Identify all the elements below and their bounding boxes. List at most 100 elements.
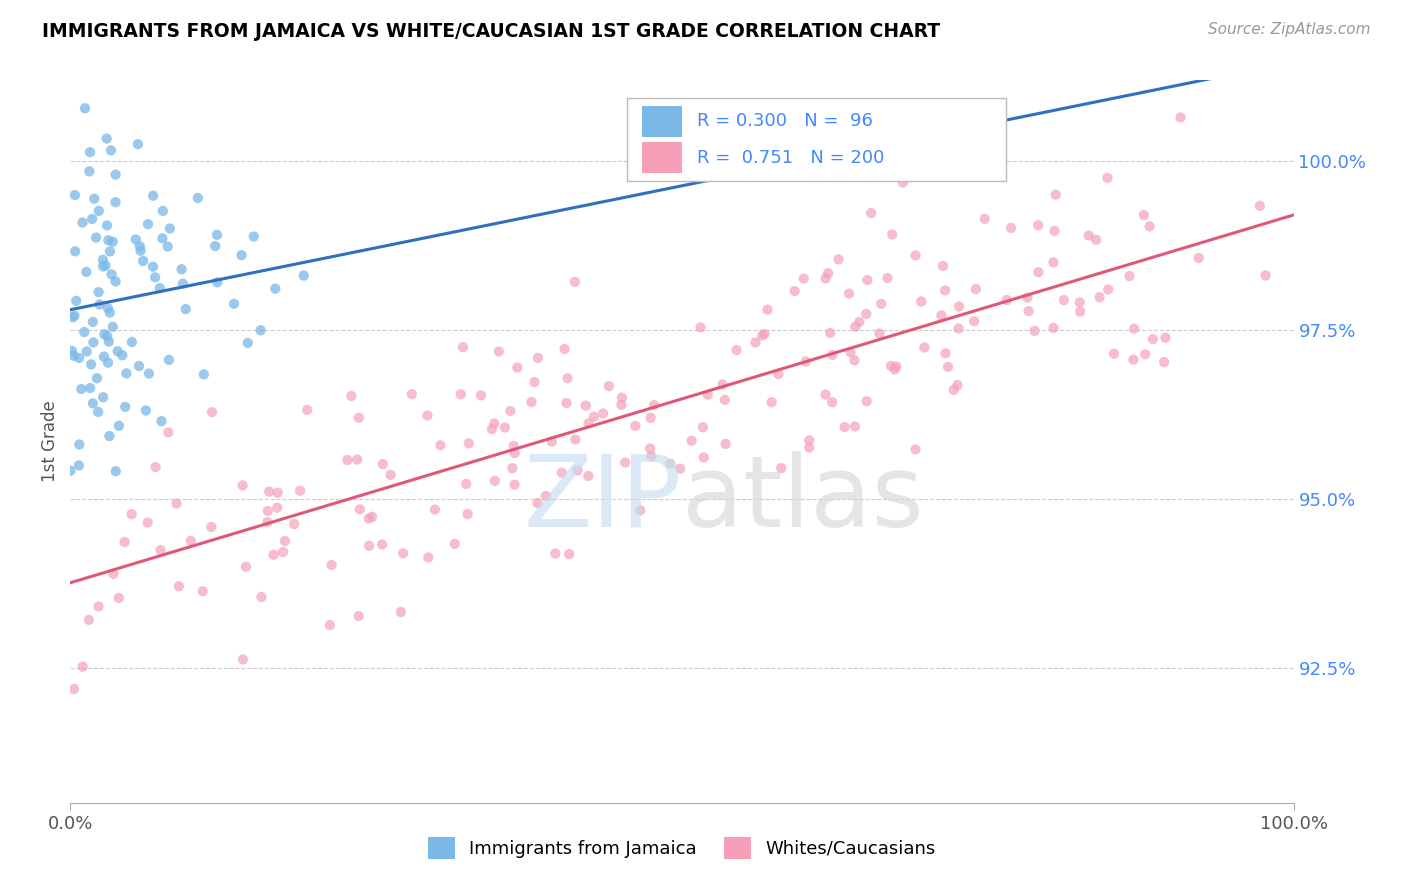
Point [948,300,970,314]
Point [142,260,165,274]
Point [87,599,110,614]
Point [91,260,114,274]
Point [80,358,103,372]
Bar [641,143,682,173]
Point [948,321,970,335]
Point [904,248,927,262]
Point [1069,295,1091,310]
Point [488,344,510,359]
Point [443,537,465,551]
Point [1249,199,1271,213]
Point [481,422,503,436]
Point [880,359,903,373]
Point [821,395,844,409]
Point [114,535,136,549]
Point [271,545,294,559]
Point [659,457,682,471]
Point [817,266,839,280]
Point [193,368,215,382]
Point [761,395,783,409]
Point [499,404,522,418]
Point [157,352,180,367]
Point [257,484,280,499]
Point [904,442,927,457]
Point [1122,352,1144,367]
Point [932,259,955,273]
Text: IMMIGRANTS FROM JAMAICA VS WHITE/CAUCASIAN 1ST GRADE CORRELATION CHART: IMMIGRANTS FROM JAMAICA VS WHITE/CAUCASI… [42,22,941,41]
Point [844,319,866,334]
Point [934,284,956,298]
Point [101,319,124,334]
Point [834,420,856,434]
Point [180,533,202,548]
Point [1024,324,1046,338]
Point [502,439,524,453]
Legend: Immigrants from Jamaica, Whites/Caucasians: Immigrants from Jamaica, Whites/Caucasia… [420,830,943,866]
Point [121,334,143,349]
Point [235,559,257,574]
Point [63,681,86,696]
Point [222,297,245,311]
Point [1042,255,1064,269]
Point [870,297,893,311]
Point [79,145,101,160]
Point [558,547,581,561]
Point [87,203,110,218]
Point [73,325,96,339]
Point [87,285,110,300]
Point [100,144,122,158]
Point [87,405,110,419]
Point [544,547,567,561]
Point [232,652,254,666]
Point [83,192,105,206]
Point [1042,321,1064,335]
Point [142,188,165,202]
Point [1118,269,1140,284]
Point [848,315,870,329]
Point [96,329,118,343]
Point [136,217,159,231]
Point [494,420,516,434]
Point [104,168,127,182]
Point [963,314,986,328]
Point [121,507,143,521]
Point [82,335,104,350]
Point [340,389,363,403]
Y-axis label: 1st Grade: 1st Grade [41,401,59,483]
Point [640,410,662,425]
Point [554,342,576,356]
Point [319,618,342,632]
Point [770,461,793,475]
Point [129,244,152,258]
Point [821,348,844,362]
Point [931,309,953,323]
Point [292,268,315,283]
Point [429,438,451,452]
Point [756,302,779,317]
Point [77,613,100,627]
Point [97,301,120,316]
Point [1045,187,1067,202]
Point [523,375,546,389]
Point [96,131,118,145]
Point [174,301,197,316]
Point [347,609,370,624]
Point [855,307,877,321]
Point [132,254,155,268]
Point [93,350,115,364]
Point [1142,332,1164,346]
Point [744,335,766,350]
Point [614,456,637,470]
Point [551,466,574,480]
Point [73,101,96,115]
Point [187,191,209,205]
Point [578,417,600,431]
Point [582,409,605,424]
Point [100,268,122,282]
Point [418,550,440,565]
Point [207,275,229,289]
Point [882,227,904,242]
Point [457,507,479,521]
Point [520,395,543,409]
Text: atlas: atlas [682,450,924,548]
